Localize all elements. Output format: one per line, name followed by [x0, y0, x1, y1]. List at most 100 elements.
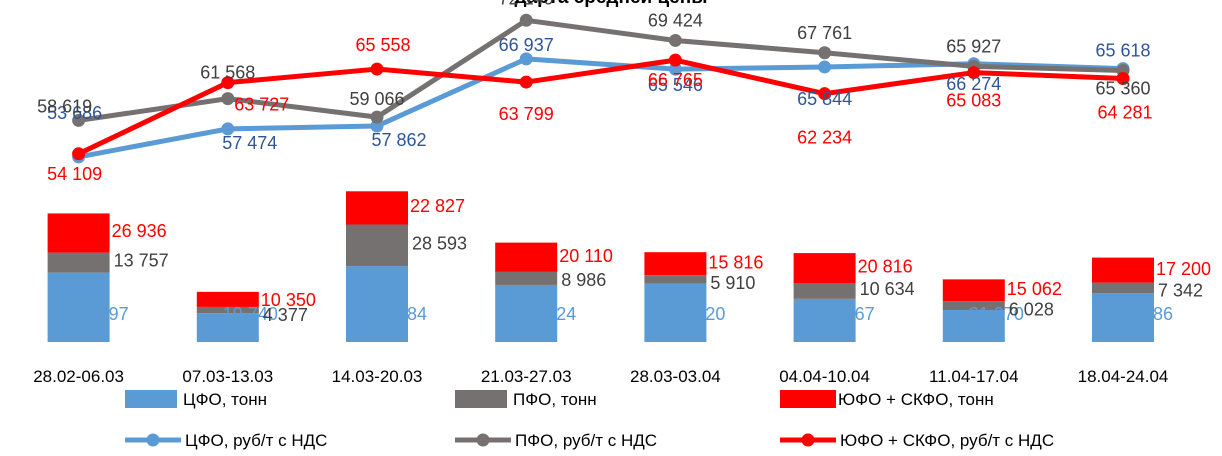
legend-label-line-cfo: ЦФО, руб/т с НДС	[185, 431, 327, 450]
line-label-yufo-1: 54 109	[47, 164, 102, 184]
bar-pfo-3	[346, 224, 408, 267]
bar-pfo-1	[47, 252, 110, 273]
line-pfo	[78, 17, 1124, 123]
line-label-yufo-3: 65 558	[355, 35, 410, 55]
line-label-yufo-5: 66 765	[648, 70, 703, 90]
point-cfo-3	[370, 119, 384, 133]
point-cfo-4	[519, 52, 533, 66]
legend: ЦФО, тонн ПФО, тонн ЮФО + СКФО, тонн ЦФО, р…	[125, 390, 1054, 450]
bar-label-cfo-4: 39 224	[521, 304, 576, 324]
bar-pfo-7	[942, 301, 1005, 311]
bar-label-pfo-6: 10 634	[860, 279, 915, 299]
bar-label-pfo-8: 7 342	[1158, 281, 1203, 301]
line-label-pfo-6: 67 761	[797, 23, 852, 43]
bar-label-cfo-5: 40 020	[670, 304, 725, 324]
bar-yufo-2	[196, 291, 259, 307]
category-label-4: 21.03-27.03	[481, 367, 572, 386]
point-cfo-2	[221, 122, 235, 136]
bar-yufo-6	[793, 253, 856, 284]
legend-swatch-bar-pfo	[455, 390, 507, 408]
line-label-cfo-5: 65 546	[648, 75, 703, 95]
category-label-7: 11.04-17.04	[929, 367, 1018, 386]
line-label-pfo-1: 58 619	[37, 96, 92, 116]
line-label-yufo-4: 63 799	[499, 104, 554, 124]
chart-title: дарта средней цены	[515, 0, 708, 8]
bar-yufo-4	[495, 242, 558, 272]
bar-label-yufo-8: 17 200	[1156, 259, 1211, 279]
point-pfo-6	[818, 46, 832, 60]
line-label-yufo-8: 64 281	[1097, 103, 1152, 123]
point-yufo-7	[967, 66, 981, 80]
legend-label-line-pfo: ПФО, руб/т с НДС	[515, 431, 657, 450]
bar-label-pfo-7: 6 028	[1009, 299, 1054, 319]
point-yufo-2	[221, 76, 235, 90]
category-label-1: 28.02-06.03	[33, 367, 124, 386]
bar-label-cfo-7: 21 970	[969, 304, 1024, 324]
bar-cfo-6	[793, 298, 856, 342]
category-label-6: 04.04-10.04	[779, 367, 870, 386]
legend-marker-line-yufo	[801, 433, 815, 447]
legend-label-bar-cfo: ЦФО, тонн	[183, 390, 267, 409]
bar-pfo-8	[1092, 282, 1154, 294]
bar-label-cfo-2: 19 740	[223, 304, 278, 324]
bar-pfo-4	[495, 271, 558, 285]
bar-pfo-2	[196, 306, 259, 314]
category-axis: 28.02-06.03 07.03-13.03 14.03-20.03 21.03-2…	[33, 367, 1168, 386]
bar-label-yufo-2: 10 350	[261, 290, 316, 310]
bar-label-pfo-4: 8 986	[561, 270, 606, 290]
line-yufo	[77, 57, 1124, 157]
point-yufo-6	[818, 87, 832, 101]
line-label-yufo-2: 63 727	[234, 95, 289, 115]
bar-cfo-4	[495, 284, 558, 342]
category-label-5: 28.03-03.04	[630, 367, 721, 386]
bar-cfo-7	[942, 310, 1005, 342]
legend-swatch-bar-cfo	[125, 390, 177, 408]
point-pfo-3	[370, 110, 384, 124]
legend-label-bar-yufo: ЮФО + СКФО, тонн	[838, 390, 994, 409]
line-label-pfo-8: 65 360	[1095, 79, 1150, 99]
point-yufo-8	[1116, 72, 1130, 86]
legend-label-bar-pfo: ПФО, тонн	[513, 390, 597, 409]
point-pfo-2	[221, 92, 235, 106]
bar-label-cfo-8: 33 486	[1118, 304, 1173, 324]
line-label-yufo-6: 62 234	[797, 128, 852, 148]
line-label-cfo-2: 57 474	[222, 133, 277, 153]
bar-label-yufo-4: 20 110	[559, 246, 613, 266]
line-label-cfo-6: 65 844	[797, 89, 852, 109]
point-cfo-5	[668, 62, 682, 76]
bar-label-yufo-6: 20 816	[858, 257, 913, 277]
bar-pfo-5	[644, 275, 707, 284]
bar-label-cfo-1: 47 697	[74, 304, 129, 324]
point-pfo-4	[519, 13, 533, 27]
point-pfo-5	[668, 33, 682, 47]
bar-cfo-3	[346, 266, 408, 342]
line-label-cfo-4: 66 937	[499, 35, 554, 55]
bar-label-pfo-2: 4 377	[263, 305, 308, 325]
line-label-yufo-7: 65 083	[946, 91, 1001, 111]
point-pfo-1	[72, 113, 86, 127]
point-yufo-3	[370, 62, 384, 76]
bar-cfo-5	[644, 283, 707, 342]
point-cfo-6	[818, 60, 832, 74]
bar-label-pfo-5: 5 910	[710, 273, 755, 293]
legend-swatch-bar-yufo	[780, 390, 836, 408]
line-label-cfo-1: 53 686	[47, 103, 102, 123]
line-label-pfo-7: 65 927	[946, 36, 1001, 56]
line-label-cfo-3: 57 862	[371, 130, 426, 150]
bar-label-pfo-1: 13 757	[114, 251, 169, 271]
lines-layer	[72, 13, 1130, 164]
bars-layer	[47, 191, 1154, 342]
category-label-8: 18.04-24.04	[1078, 367, 1169, 386]
point-yufo-4	[519, 75, 533, 89]
bar-cfo-1	[47, 272, 110, 342]
bar-yufo-7	[942, 279, 1005, 302]
line-label-pfo-2: 61 568	[200, 63, 255, 83]
legend-marker-line-pfo	[476, 433, 490, 447]
bar-yufo-5	[644, 252, 707, 276]
point-yufo-5	[668, 53, 682, 67]
bar-label-yufo-7: 15 062	[1007, 279, 1062, 299]
bar-cfo-8	[1092, 293, 1154, 342]
category-label-2: 07.03-13.03	[182, 367, 273, 386]
